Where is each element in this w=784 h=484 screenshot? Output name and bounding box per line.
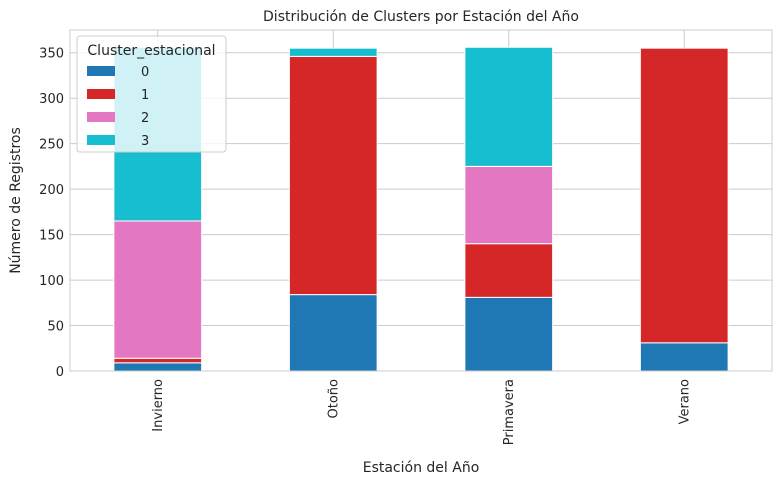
- bar-segment-1-primavera: [464, 243, 554, 298]
- bar-segment-1-verano: [639, 47, 729, 344]
- legend-swatch-3: [87, 135, 115, 145]
- legend: Cluster_estacional 0 1 2 3: [76, 35, 227, 153]
- y-tick-label: 100: [39, 274, 64, 289]
- y-tick-label: 300: [39, 92, 64, 107]
- legend-title: Cluster_estacional: [87, 43, 215, 59]
- legend-label-2: 2: [141, 111, 149, 126]
- bar-segment-3-otoño: [288, 47, 378, 57]
- bar-segment-0-invierno: [113, 362, 203, 372]
- bar-segment-0-otoño: [288, 294, 378, 372]
- x-axis-label: Estación del Año: [363, 460, 480, 476]
- axes: [69, 29, 773, 372]
- x-tick-label-invierno: Invierno: [151, 379, 166, 432]
- bar-segment-2-invierno: [113, 220, 203, 359]
- legend-label-3: 3: [141, 134, 149, 149]
- y-tick-label: 200: [39, 183, 64, 198]
- legend-swatch-1: [87, 89, 115, 99]
- tick-labels: 0 50 100 150 200 250 300 350 Invierno Otoño Primav…: [39, 47, 692, 445]
- bar-segment-1-invierno: [113, 357, 203, 364]
- x-tick-label-verano: Verano: [677, 379, 692, 424]
- y-tick-label: 0: [56, 365, 64, 380]
- legend-label-1: 1: [141, 88, 149, 103]
- legend-swatch-0: [87, 66, 115, 76]
- legend-swatch-2: [87, 112, 115, 122]
- y-tick-label: 350: [39, 47, 64, 62]
- chart-title: Distribución de Clusters por Estación de…: [263, 9, 579, 25]
- bar-segment-0-verano: [639, 342, 729, 372]
- bar-segment-2-primavera: [464, 165, 554, 245]
- y-tick-label: 150: [39, 229, 64, 244]
- bar-segment-1-otoño: [288, 55, 378, 296]
- legend-box: [76, 35, 227, 153]
- bar-segment-3-primavera: [464, 46, 554, 167]
- bar-segment-0-primavera: [464, 296, 554, 372]
- y-tick-label: 50: [47, 320, 64, 335]
- y-axis-label: Número de Registros: [8, 127, 24, 274]
- plot-frame: [69, 29, 773, 372]
- y-tick-label: 250: [39, 138, 64, 153]
- legend-label-0: 0: [141, 65, 149, 80]
- x-tick-label-otoño: Otoño: [326, 379, 341, 419]
- x-tick-label-primavera: Primavera: [502, 379, 517, 445]
